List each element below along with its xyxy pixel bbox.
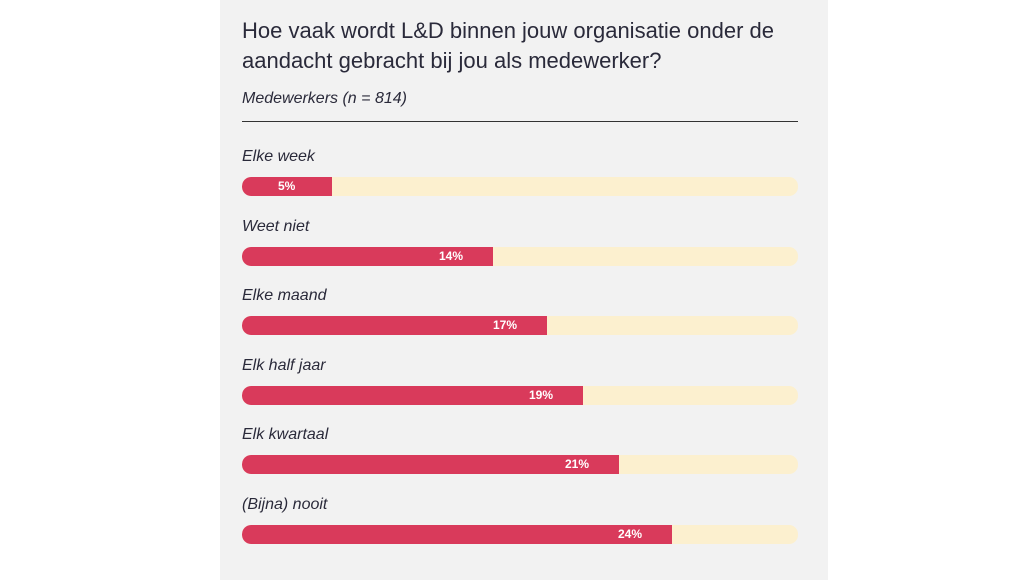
chart-panel: Hoe vaak wordt L&D binnen jouw organisat… [220,0,828,580]
bar-value-label: 17% [493,318,518,332]
bar-value-label: 19% [529,387,554,402]
bar [242,385,583,405]
bar-category-label: Weet niet [242,217,310,235]
bar-value-label: 24% [618,526,643,541]
bar-value-label: 14% [439,248,464,263]
bar-track: 24% [242,524,798,544]
bar [242,316,547,335]
bar-category-label: Elk half jaar [242,356,326,374]
chart-subtitle: Medewerkers (n = 814) [242,90,407,107]
bar-category-label: (Bijna) nooit [242,495,328,513]
bar-category-label: Elke week [242,148,315,165]
bar-value-label: 5% [278,179,296,193]
bar-category-label: Elke maand [242,287,327,304]
bar-track: 19% [242,385,798,405]
bar-category-label: Elk kwartaal [242,426,329,443]
bar [242,246,493,266]
bar [242,177,332,196]
bar-track: 14% [242,246,798,266]
chart-title: Hoe vaak wordt L&D binnen jouw organisat… [242,18,774,73]
bar-track: 17% [242,316,798,335]
bar [242,455,619,474]
divider [242,121,798,122]
bar-track: 5% [242,177,798,196]
bar [242,524,672,544]
bar-value-label: 21% [565,457,590,471]
bar-track: 21% [242,455,798,474]
